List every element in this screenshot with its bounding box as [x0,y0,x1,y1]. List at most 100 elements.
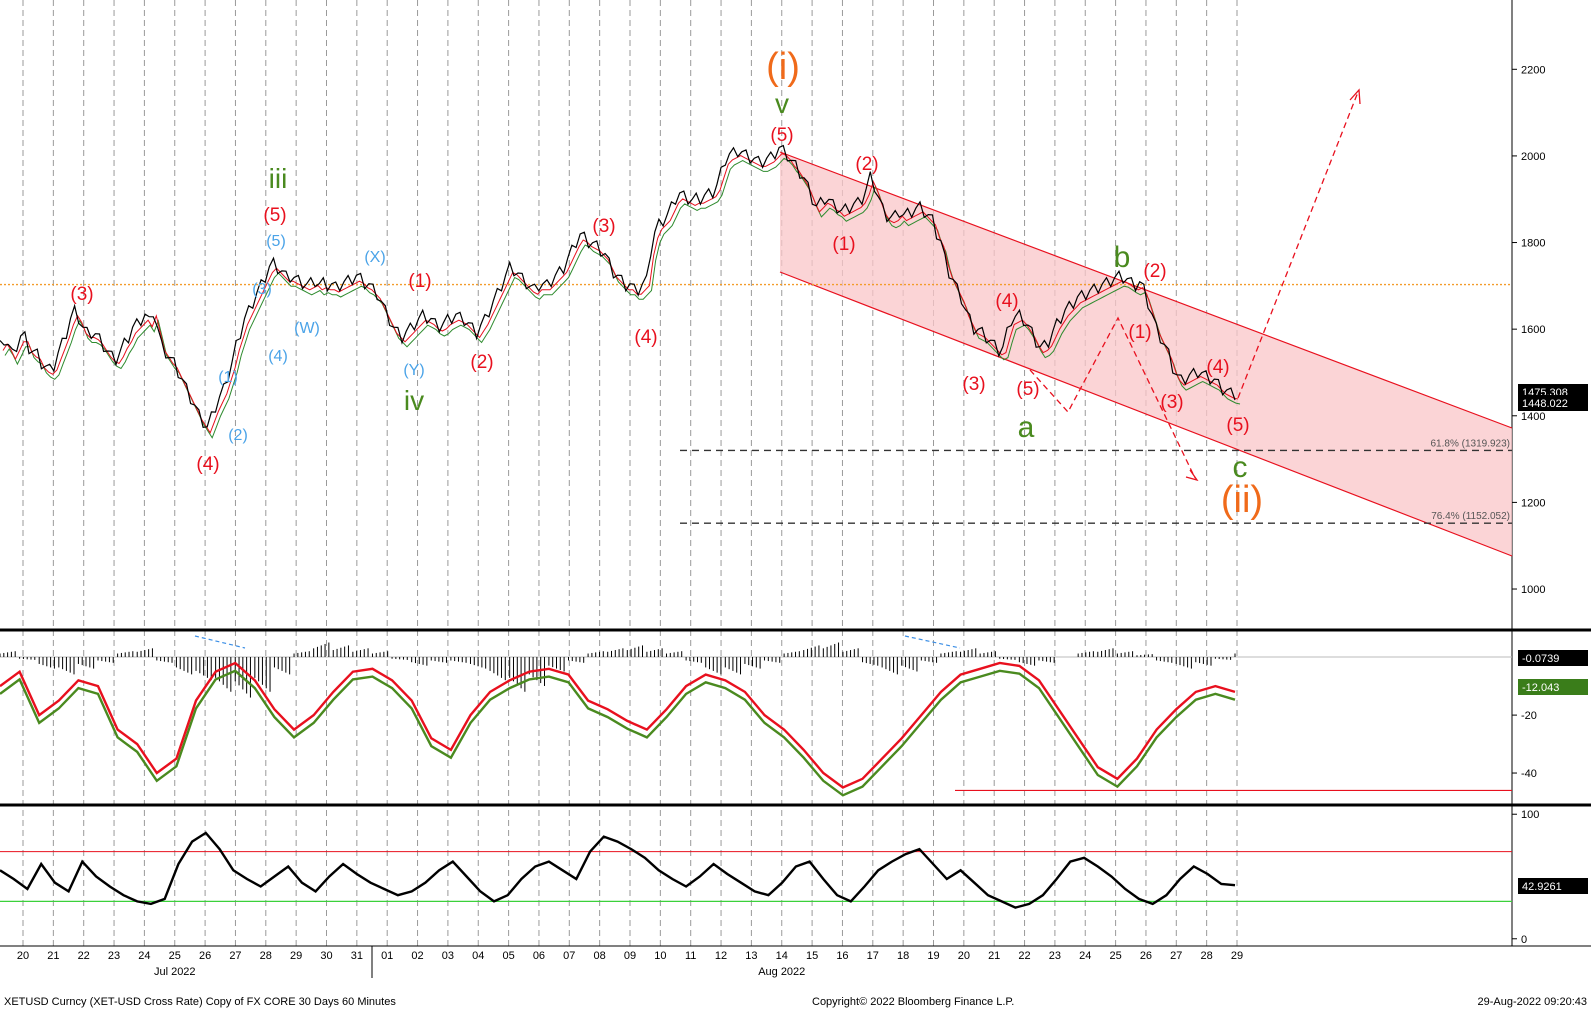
price-tick-label: 1000 [1521,584,1545,596]
day-tick-label: 18 [897,950,909,962]
day-tick-label: 26 [1140,950,1152,962]
wave-label: (2) [228,427,248,444]
day-tick-label: 07 [563,950,575,962]
osc-tick-label: -20 [1521,710,1537,722]
rsi-tick-label: 0 [1521,934,1527,946]
rsi-tag-bg [1518,878,1588,894]
day-tick-label: 12 [715,950,727,962]
day-tick-label: 25 [169,950,181,962]
wave-label: (5) [1226,415,1249,436]
day-tick-label: 22 [78,950,90,962]
day-tick-label: 25 [1109,950,1121,962]
osc-tag: -0.0739 [1522,653,1559,665]
wave-label: (1) [832,234,855,255]
wave-label: iii [269,163,288,194]
wave-label: (W) [294,320,320,337]
price-tick-label: 1400 [1521,411,1545,423]
day-tick-label: 27 [229,950,241,962]
osc-tick-label: -40 [1521,768,1537,780]
day-tick-label: 04 [472,950,484,962]
fib-label: 61.8% (1319.923) [1430,438,1510,449]
descending-channel [779,151,1513,557]
day-tick-label: 14 [776,950,788,962]
rsi-tag: 42.9261 [1522,881,1562,893]
day-tick-label: 09 [624,950,636,962]
wave-label: (3) [592,216,615,237]
day-tick-label: 02 [411,950,423,962]
price-overlays: 61.8% (1319.923) 76.4% (1152.052) [0,88,1512,524]
day-tick-label: 21 [988,950,1000,962]
day-tick-label: 23 [1049,950,1061,962]
day-tick-label: 20 [17,950,29,962]
axes: 20 21 22 23 24 25 26 27 28 29 30 31 01 02 03 04 05 06 07 08… [17,64,1545,978]
oscillator-panel [0,635,1512,797]
wave-label: (4) [995,291,1018,312]
price-line [0,144,1236,428]
wave-labels: (3) (4) (1) (2) (3) (4) (5) (5) iii (X) (W) (Y) iv (1… [70,46,1263,521]
day-tick-label: 03 [442,950,454,962]
osc-green-line [0,669,1236,797]
day-tick-label: 31 [351,950,363,962]
channel-fill [780,152,1512,556]
rsi-panel [0,831,1512,909]
price-tick-label: 2000 [1521,151,1545,163]
wave-label: a [1018,411,1035,444]
day-tick-label: 28 [1201,950,1213,962]
day-tick-label: 24 [1079,950,1091,962]
day-tick-label: 24 [138,950,150,962]
day-tick-label: 29 [290,950,302,962]
wave-label: (4) [634,327,657,348]
wave-label: (5) [263,205,286,226]
wave-label: (4) [196,454,219,475]
day-tick-label: 06 [533,950,545,962]
rsi-tick-label: 100 [1521,809,1539,821]
day-tick-label: 26 [199,950,211,962]
channel-upper [779,151,1513,429]
price-tag-bg [1518,395,1588,411]
wave-label: (2) [1143,261,1166,282]
day-gridlines [22,0,1238,946]
day-tick-label: 17 [867,950,879,962]
wave-label: (ii) [1221,479,1263,521]
wave-label: (1) [408,271,431,292]
price-tag: 1448.022 [1522,398,1568,410]
day-tick-label: 23 [108,950,120,962]
day-tick-label: 22 [1018,950,1030,962]
wave-label: iv [404,385,424,416]
wave-label: (5) [1016,379,1039,400]
projection-path [1029,316,1196,479]
wave-label: (3) [70,284,93,305]
wave-label: b [1114,241,1131,274]
osc-tag-bg [1518,650,1588,666]
day-tick-label: 13 [745,950,757,962]
day-tick-label: 10 [654,950,666,962]
day-tick-label: 05 [502,950,514,962]
day-tick-label: 27 [1170,950,1182,962]
wave-label: (4) [1206,357,1229,378]
wave-label: v [775,88,789,119]
price-tick-label: 1600 [1521,324,1545,336]
day-tick-label: 19 [927,950,939,962]
day-tick-label: 21 [47,950,59,962]
wave-label: (Y) [403,362,424,379]
instrument-footer: XETUSD Curncy (XET-USD Cross Rate) Copy … [4,996,396,1008]
day-tick-label: 16 [836,950,848,962]
day-tick-label: 15 [806,950,818,962]
wave-label: (2) [470,352,493,373]
channel-lower [779,271,1513,557]
divergence-arrow [904,635,961,649]
day-tick-label: 20 [958,950,970,962]
price-tick-label: 1200 [1521,497,1545,509]
wave-label: (i) [766,46,800,88]
wave-label: (3) [962,374,985,395]
moving-average-red [2,152,1239,434]
osc-tag-bg [1518,679,1588,695]
price-tick-label: 1800 [1521,238,1545,250]
projection-arrowhead [1185,469,1199,482]
wave-label: (3) [252,281,272,298]
wave-label: (X) [364,249,385,266]
price-tick-label: 2200 [1521,64,1545,76]
wave-label: (5) [266,233,286,250]
